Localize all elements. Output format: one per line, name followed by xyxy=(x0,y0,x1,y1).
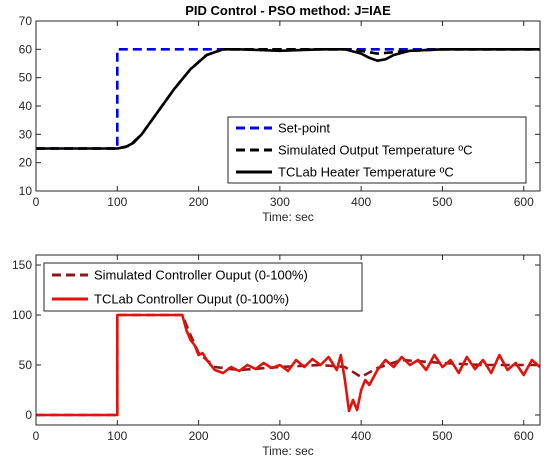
x-tick-label: 500 xyxy=(432,429,452,443)
legend-label: Simulated Controller Ouput (0-100%) xyxy=(94,268,308,283)
legend: Set-point Simulated Output Temperature ºC… xyxy=(227,116,527,184)
chart-title: PID Control - PSO method: J=IAE xyxy=(185,3,391,18)
y-tick-label: 50 xyxy=(19,71,33,85)
y-tick-label: 0 xyxy=(25,408,32,422)
x-tick-label: 300 xyxy=(270,195,290,209)
bottom-chart: 0 100 200 300 400 500 600 0 50 100 150 Time: sec Sim… xyxy=(12,254,541,458)
legend: Simulated Controller Ouput (0-100%) TCLab… xyxy=(43,262,363,312)
y-tick-label: 10 xyxy=(19,184,33,198)
legend-label: Set-point xyxy=(278,121,330,136)
series-line-0-2 xyxy=(36,47,540,150)
y-tick-label: 40 xyxy=(19,99,33,113)
series-line-1-1 xyxy=(36,313,541,417)
x-tick-label: 600 xyxy=(514,429,534,443)
x-tick-label: 100 xyxy=(107,429,127,443)
legend-box xyxy=(43,262,363,312)
x-tick-label: 400 xyxy=(351,429,371,443)
x-tick-label: 500 xyxy=(432,195,452,209)
axes-box xyxy=(35,254,541,426)
x-axis-label: Time: sec xyxy=(262,444,314,458)
x-tick-label: 200 xyxy=(189,429,209,443)
top-chart: 0 100 200 300 400 500 600 10 20 30 40 50 60 70 PID Con… xyxy=(19,3,541,224)
x-axis-label: Time: sec xyxy=(262,210,314,224)
x-tick-label: 100 xyxy=(107,195,127,209)
series-line-0-0 xyxy=(36,47,540,150)
legend-label: TCLab Controller Ouput (0-100%) xyxy=(94,292,289,307)
y-tick-label: 70 xyxy=(19,14,33,28)
legend-box xyxy=(227,116,527,184)
y-tick-label: 150 xyxy=(12,258,32,272)
x-tick-label: 0 xyxy=(33,429,40,443)
y-tick-label: 50 xyxy=(19,358,33,372)
y-tick-label: 60 xyxy=(19,42,33,56)
x-tick-label: 200 xyxy=(189,195,209,209)
legend-label: Simulated Output Temperature ºC xyxy=(278,143,473,158)
y-tick-label: 100 xyxy=(12,308,32,322)
x-tick-label: 600 xyxy=(514,195,534,209)
axes-box xyxy=(35,20,541,192)
x-tick-label: 0 xyxy=(33,195,40,209)
x-tick-label: 300 xyxy=(270,429,290,443)
x-tick-label: 400 xyxy=(351,195,371,209)
legend-label: TCLab Heater Temperature ºC xyxy=(278,165,454,180)
y-tick-label: 30 xyxy=(19,127,33,141)
y-tick-label: 20 xyxy=(19,156,33,170)
